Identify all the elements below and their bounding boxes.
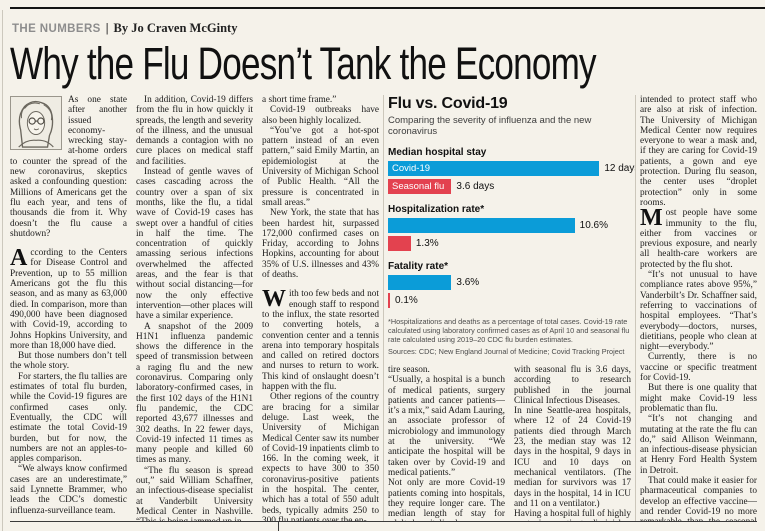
paragraph: “Usually, a hospital is a bunch of medic… [388, 375, 505, 478]
dropcap-letter: A [10, 245, 28, 272]
author-headshot [10, 96, 62, 150]
bar-row-covid: 3.6% [388, 275, 631, 290]
paragraph: Covid-19 outbreaks have also been highly… [262, 105, 379, 126]
paragraph: But there is one quality that might make… [640, 383, 757, 414]
bar-value: 0.1% [395, 295, 418, 306]
dropcap-letter: W [262, 286, 286, 313]
column-2: In addition, Covid-19 differs from the f… [136, 95, 253, 521]
paragraph-text: ith too few beds and not enough staff to… [262, 289, 379, 393]
paragraph: That could make it easier for pharmaceut… [640, 475, 757, 521]
chart-subtitle: Comparing the severity of influenza and … [388, 115, 592, 137]
covid-bar [388, 275, 452, 290]
paragraph: In nine Seattle-area hospitals, where 12… [514, 406, 631, 509]
chart-group-median-stay: Median hospital stay Covid-19 12 days Se… [388, 147, 635, 194]
paragraph-text: ost people have some immunity to the flu… [640, 208, 757, 270]
headline: Why the Flu Doesn’t Tank the Economy [10, 38, 597, 89]
bar-value: 10.6% [579, 220, 608, 231]
dropcap-letter: M [640, 205, 663, 232]
paragraph: “You’ve got a hot-spot pattern instead o… [262, 125, 379, 208]
paragraph: As one state after another issued econom… [10, 95, 127, 239]
chart-group-fatality-rate: Fatality rate* 3.6% 0.1% [388, 261, 631, 308]
paragraph: Currently, there is no vaccine or specif… [640, 352, 757, 384]
bar-value: 12 days [604, 163, 636, 174]
article-columns: As one state after another issued econom… [10, 95, 757, 521]
paragraph-text: ccording to the Centers for Disease Cont… [10, 248, 127, 351]
paragraph: “It’s not unusual to have compliance rat… [640, 270, 757, 353]
paragraph: intended to protect staff who are also a… [640, 95, 757, 208]
paragraph: Other regions of the country are bracing… [262, 392, 379, 521]
column-5: with seasonal flu is 3.6 days, according… [514, 365, 631, 521]
paragraph: New York, the state that has been hardes… [262, 208, 379, 281]
paragraph: a short time frame.” [262, 95, 337, 105]
section-bottom-rule [10, 521, 757, 522]
paragraph: Instead of gentle waves of cases cascadi… [136, 167, 253, 322]
next-section-column-rule [278, 521, 279, 531]
section-top-rule [10, 7, 765, 9]
flu-bar: Seasonal flu [388, 179, 452, 194]
covid-bar [388, 218, 575, 233]
bar-value: 3.6% [456, 277, 480, 288]
paragraph: with seasonal flu is 3.6 days, according… [514, 365, 631, 406]
chart-group-label: Hospitalization rate* [388, 204, 485, 215]
paragraph: Not only are more Covid-19 patients comi… [388, 478, 505, 521]
flu-vs-covid-chart: Flu vs. Covid-19 Comparing the severity … [388, 95, 635, 356]
bar-value: 3.6 days [456, 181, 495, 192]
column-3: a short time frame.” Covid-19 outbreaks … [262, 95, 379, 521]
bar-row-flu: 0.1% [388, 293, 631, 308]
chart-sources: Sources: CDC; New England Journal of Med… [388, 347, 625, 356]
bar-row-covid: Covid-19 12 days [388, 161, 635, 176]
paragraph: A snapshot of the 2009 H1N1 influenza pa… [136, 321, 253, 466]
bar-row-flu: 1.3% [388, 236, 631, 251]
byline: By Jo Craven McGinty [113, 21, 238, 35]
column-1: As one state after another issued econom… [10, 95, 127, 521]
paragraph: tire season. [388, 365, 430, 375]
flu-bar [388, 236, 411, 251]
kicker-label: THE NUMBERS [12, 23, 101, 35]
paragraph: For starters, the flu tallies are estima… [10, 371, 127, 465]
bar-row-flu: Seasonal flu 3.6 days [388, 179, 631, 194]
chart-and-text-block: Flu vs. Covid-19 Comparing the severity … [383, 95, 636, 521]
flu-bar [388, 293, 390, 308]
series-label-flu: Seasonal flu [392, 181, 445, 192]
chart-group-label: Median hospital stay [388, 147, 487, 158]
kicker-separator: | [105, 21, 109, 35]
chart-group-label: Fatality rate* [388, 261, 449, 272]
kicker: THE NUMBERS | By Jo Craven McGinty [12, 21, 237, 36]
paragraph: But those numbers don’t tell the whole s… [10, 351, 127, 372]
paragraph: “We always know confirmed cases are an u… [10, 464, 127, 516]
author-portrait-sketch [11, 97, 61, 149]
chart-title: Flu vs. Covid-19 [388, 95, 508, 112]
paragraph: “The flu season is spread out,” said Wil… [136, 465, 253, 521]
paragraph: “It’s not changing and mutating at the r… [640, 414, 757, 476]
text-below-chart: tire season. “Usually, a hospital is a b… [388, 365, 631, 521]
paragraph: Having a hospital full of highly contagi… [514, 509, 631, 521]
page-edge-rule [2, 10, 3, 531]
chart-group-hospitalization-rate: Hospitalization rate* 10.6% 1.3% [388, 204, 631, 251]
chart-footnote: *Hospitalizations and deaths as a percen… [388, 317, 630, 344]
bar-value: 1.3% [415, 238, 439, 249]
column-4: tire season. “Usually, a hospital is a b… [388, 365, 505, 521]
paragraph: In addition, Covid-19 differs from the f… [136, 95, 253, 167]
covid-bar: Covid-19 [388, 161, 600, 176]
column-6: intended to protect staff who are also a… [640, 95, 757, 521]
series-label-covid: Covid-19 [392, 163, 431, 174]
bar-row-covid: 10.6% [388, 218, 631, 233]
